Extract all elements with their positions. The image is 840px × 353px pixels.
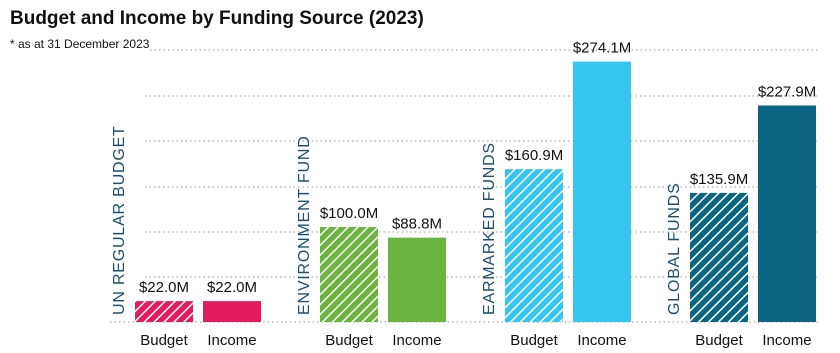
value-label: $160.9M xyxy=(505,147,563,164)
bar xyxy=(388,237,446,322)
x-tick-label: Income xyxy=(207,332,256,349)
chart-subtitle: * as at 31 December 2023 xyxy=(10,37,150,51)
group-label: UN REGULAR BUDGET xyxy=(111,125,128,315)
x-tick-label: Income xyxy=(392,332,441,349)
bar xyxy=(505,169,563,322)
bar xyxy=(203,301,261,322)
value-label: $100.0M xyxy=(320,205,378,222)
bar xyxy=(573,61,631,322)
value-label: $88.8M xyxy=(392,216,442,233)
bar xyxy=(320,227,378,322)
x-tick-label: Budget xyxy=(140,332,188,349)
group-label: GLOBAL FUNDS xyxy=(666,182,683,315)
group-label: ENVIRONMENT FUND xyxy=(296,135,313,315)
value-label: $22.0M xyxy=(139,279,189,296)
chart-title: Budget and Income by Funding Source (202… xyxy=(10,8,424,29)
value-label: $22.0M xyxy=(207,279,257,296)
value-label: $227.9M xyxy=(758,83,816,100)
x-tick-label: Budget xyxy=(695,332,743,349)
x-tick-label: Income xyxy=(762,332,811,349)
x-tick-label: Budget xyxy=(510,332,558,349)
value-label: $274.1M xyxy=(573,40,631,57)
value-label: $135.9M xyxy=(690,171,748,188)
bar xyxy=(690,192,748,322)
bar xyxy=(135,301,193,322)
x-tick-label: Income xyxy=(577,332,626,349)
bar xyxy=(758,105,816,323)
group-label: EARMARKED FUNDS xyxy=(481,142,498,315)
x-tick-label: Budget xyxy=(325,332,373,349)
